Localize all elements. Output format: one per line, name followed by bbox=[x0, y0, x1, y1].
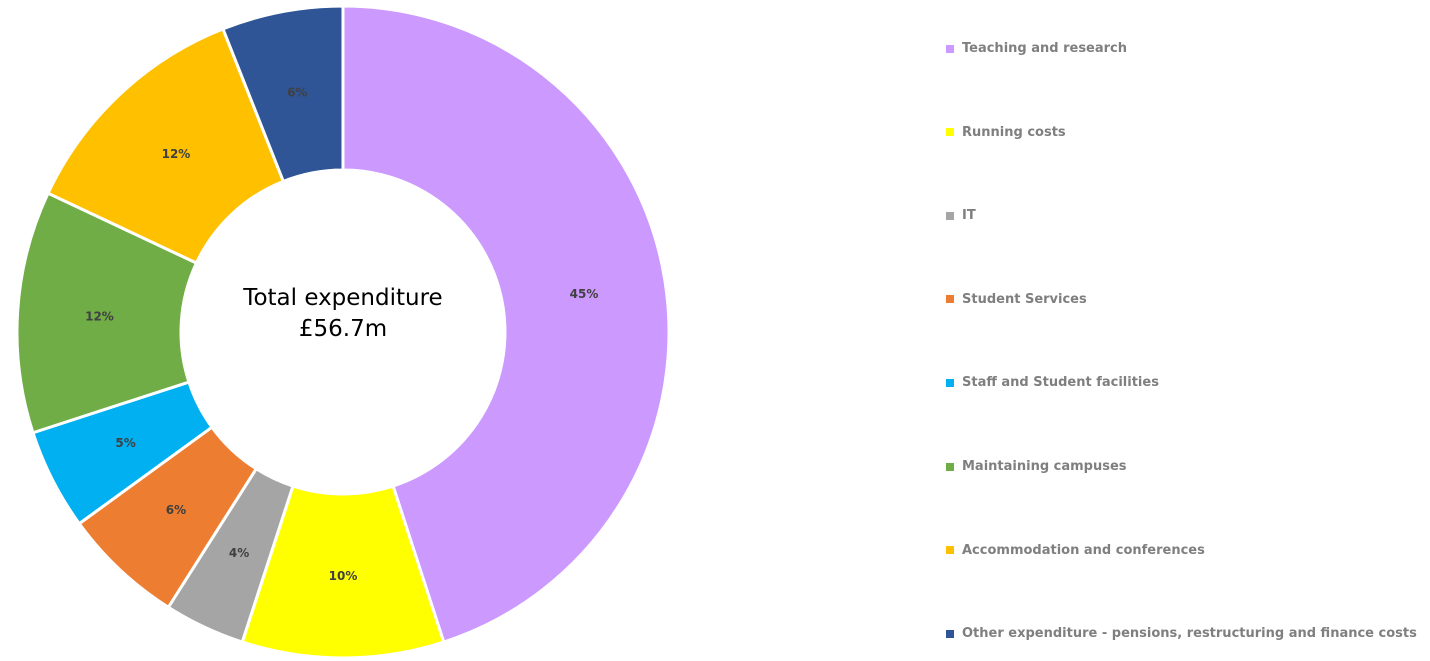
center-title: Total expenditure bbox=[242, 285, 442, 311]
legend-item-staff-and-student-facilities: Staff and Student facilities bbox=[946, 375, 1159, 390]
slice-label-running-costs: 10% bbox=[329, 569, 358, 583]
legend-label: Staff and Student facilities bbox=[962, 375, 1159, 391]
legend-swatch bbox=[946, 295, 954, 304]
center-total: £56.7m bbox=[299, 316, 387, 342]
legend-swatch bbox=[946, 378, 954, 387]
slice-label-teaching-and-research: 45% bbox=[570, 287, 599, 301]
slice-label-student-services: 6% bbox=[166, 503, 186, 517]
slice-maintaining-campuses bbox=[15, 191, 198, 435]
legend-label: Teaching and research bbox=[962, 41, 1128, 56]
slice-label-it: 4% bbox=[229, 546, 249, 560]
legend-swatch bbox=[946, 211, 954, 220]
slice-teaching-and-research bbox=[341, 4, 671, 644]
slice-labels: 45% 10% 4% 6% 5% 12% 12% 6% bbox=[85, 85, 598, 583]
legend-item-running-costs: Running costs bbox=[946, 125, 1066, 140]
slice-label-staff-and-student-facilities: 5% bbox=[115, 436, 135, 450]
legend-item-teaching-and-research: Teaching and research bbox=[946, 41, 1127, 56]
donut-chart: 45% 10% 4% 6% 5% 12% 12% 6% Total expenditure £… bbox=[15, 4, 671, 660]
slice-label-other-expenditure-pensions-restructuring-and-finance-costs: 6% bbox=[287, 85, 307, 99]
legend-swatch bbox=[946, 546, 954, 555]
legend-swatch bbox=[946, 629, 954, 638]
legend-label: Running costs bbox=[962, 124, 1066, 140]
legend-item-accommodation-and-conferences: Accommodation and conferences bbox=[946, 543, 1205, 558]
legend-label: Other expenditure - pensions, restructur… bbox=[962, 626, 1417, 642]
chart-legend: Teaching and research Running costs IT Stud… bbox=[946, 0, 1430, 661]
slice-other-expenditure-pensions-restructuring-and-finance-costs bbox=[221, 4, 345, 183]
legend-label: Maintaining campuses bbox=[962, 459, 1127, 474]
legend-item-maintaining-campuses: Maintaining campuses bbox=[946, 459, 1127, 474]
slice-accommodation-and-conferences bbox=[46, 27, 285, 265]
legend-label: IT bbox=[962, 208, 976, 224]
legend-item-other-expenditure-pensions-restructuring-and-finance-costs: Other expenditure - pensions, restructur… bbox=[946, 626, 1417, 641]
slice-label-accommodation-and-conferences: 12% bbox=[162, 147, 191, 161]
legend-label: Accommodation and conferences bbox=[962, 542, 1205, 558]
slice-label-maintaining-campuses: 12% bbox=[85, 310, 114, 324]
legend-swatch bbox=[946, 128, 954, 137]
legend-label: Student Services bbox=[962, 291, 1087, 307]
legend-swatch bbox=[946, 44, 954, 53]
legend-swatch bbox=[946, 462, 954, 471]
donut-slices bbox=[15, 4, 671, 660]
legend-item-student-services: Student Services bbox=[946, 292, 1087, 307]
legend-item-it: IT bbox=[946, 208, 976, 223]
